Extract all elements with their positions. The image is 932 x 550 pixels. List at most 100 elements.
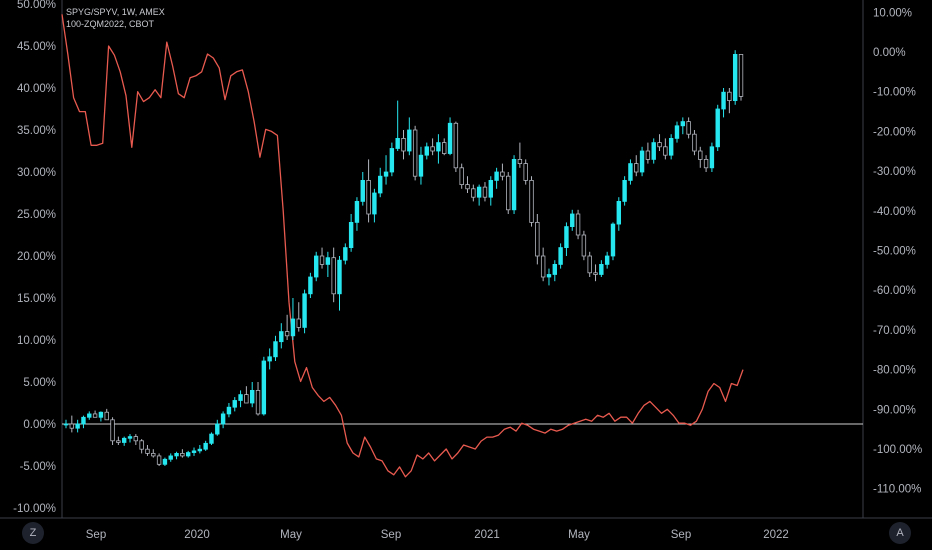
candle-body — [599, 263, 604, 275]
candle-body — [500, 171, 505, 177]
candle-body — [121, 437, 127, 443]
candle-body — [354, 200, 360, 223]
chart-axes-layer — [0, 0, 932, 519]
candle-body — [471, 188, 476, 198]
right-axis-tick-label: -20.00% — [873, 126, 916, 138]
candle-body — [546, 274, 552, 278]
right-axis-tick-label: -80.00% — [873, 365, 916, 377]
candle-body — [709, 146, 715, 169]
candle-body — [401, 137, 406, 152]
candle-body — [657, 142, 662, 148]
left-axis-tick-label: 40.00% — [17, 83, 56, 95]
candle-body — [634, 163, 639, 173]
left-axis-tick-label: 10.00% — [17, 335, 56, 347]
candle-body — [692, 133, 697, 152]
candle-body — [133, 436, 139, 442]
candle-body — [622, 179, 627, 202]
right-axis-tick-label: 0.00% — [873, 47, 906, 59]
candle-body — [721, 91, 726, 110]
candle-body — [116, 440, 121, 443]
candle-body — [412, 129, 418, 177]
auto-scale-button[interactable]: A — [889, 522, 911, 544]
candle-body — [575, 213, 581, 236]
candle-body — [738, 54, 744, 97]
time-axis-label: May — [568, 529, 590, 541]
candle-body — [715, 108, 720, 148]
candle-body — [232, 400, 237, 408]
candle-body — [81, 416, 86, 425]
candle-body — [127, 436, 133, 439]
candle-body — [215, 423, 220, 435]
candle-body — [314, 255, 319, 278]
chart-legend: SPYG/SPYV, 1W, AMEX 100-ZQM2022, CBOT — [66, 6, 165, 30]
axis-labels-layer: 50.00% 45.00% 40.00% 35.00% 30.00% 25.00% 20.0… — [13, 0, 922, 541]
candle-body — [139, 440, 144, 450]
candle-body — [343, 247, 348, 261]
candle-body — [703, 158, 709, 169]
candle-body — [616, 200, 622, 225]
rate-line-series — [61, 14, 744, 478]
legend-secondary-symbol: 100-ZQM2022, CBOT — [66, 19, 155, 29]
left-axis-tick-label: 30.00% — [17, 167, 56, 179]
candle-body — [110, 419, 115, 442]
candle-body — [732, 54, 738, 102]
candle-body — [552, 263, 557, 275]
candle-body — [383, 171, 389, 177]
candle-body — [261, 360, 267, 415]
right-axis-tick-label: -70.00% — [873, 325, 916, 337]
candle-body — [476, 186, 482, 198]
candle-body — [453, 122, 459, 169]
candle-body — [337, 259, 342, 295]
left-axis-tick-label: 0.00% — [23, 419, 56, 431]
candle-body — [151, 452, 156, 457]
right-axis-tick-label: -40.00% — [873, 206, 916, 218]
left-axis-tick-label: 25.00% — [17, 209, 56, 221]
rate-line-path — [61, 14, 744, 478]
left-axis-tick-label: 50.00% — [17, 0, 56, 11]
candle-body — [535, 221, 540, 257]
candle-body — [540, 255, 546, 278]
candle-body — [395, 137, 400, 149]
candle-body — [570, 213, 575, 227]
candle-body — [389, 148, 395, 173]
candle-body — [87, 413, 92, 418]
candle-body — [523, 163, 528, 181]
candle-body — [558, 247, 563, 265]
candle-body — [418, 154, 424, 177]
time-axis-label: Sep — [671, 529, 691, 541]
candle-body — [267, 356, 272, 362]
candle-body — [98, 411, 104, 418]
candle-body — [663, 146, 668, 156]
left-axis-tick-label: 45.00% — [17, 41, 56, 53]
timezone-button[interactable]: Z — [22, 522, 44, 544]
candle-body — [727, 91, 732, 101]
candle-body — [273, 341, 278, 358]
right-axis-tick-label: -60.00% — [873, 285, 916, 297]
candle-body — [378, 175, 383, 194]
candle-body — [587, 255, 592, 274]
candle-body — [465, 184, 470, 190]
candle-body — [162, 458, 168, 465]
candle-body — [244, 394, 249, 404]
candle-body — [145, 448, 150, 454]
candle-body — [325, 257, 331, 265]
left-axis-tick-label: -5.00% — [20, 461, 56, 473]
candle-body — [581, 234, 587, 257]
left-axis-tick-label: 35.00% — [17, 125, 56, 137]
candle-body — [482, 186, 488, 198]
candle-body — [436, 142, 441, 152]
left-axis-tick-label: 15.00% — [17, 293, 56, 305]
candle-body — [92, 413, 98, 418]
candle-body — [674, 125, 680, 139]
candle-body — [319, 255, 325, 265]
candle-body — [226, 406, 232, 415]
candle-body — [197, 448, 203, 452]
candle-body — [75, 423, 80, 429]
candle-body — [191, 450, 197, 453]
right-axis-tick-label: -30.00% — [873, 166, 916, 178]
candle-body — [628, 163, 633, 181]
candle-body — [564, 226, 569, 249]
candle-body — [238, 394, 243, 401]
candle-body — [593, 272, 598, 275]
